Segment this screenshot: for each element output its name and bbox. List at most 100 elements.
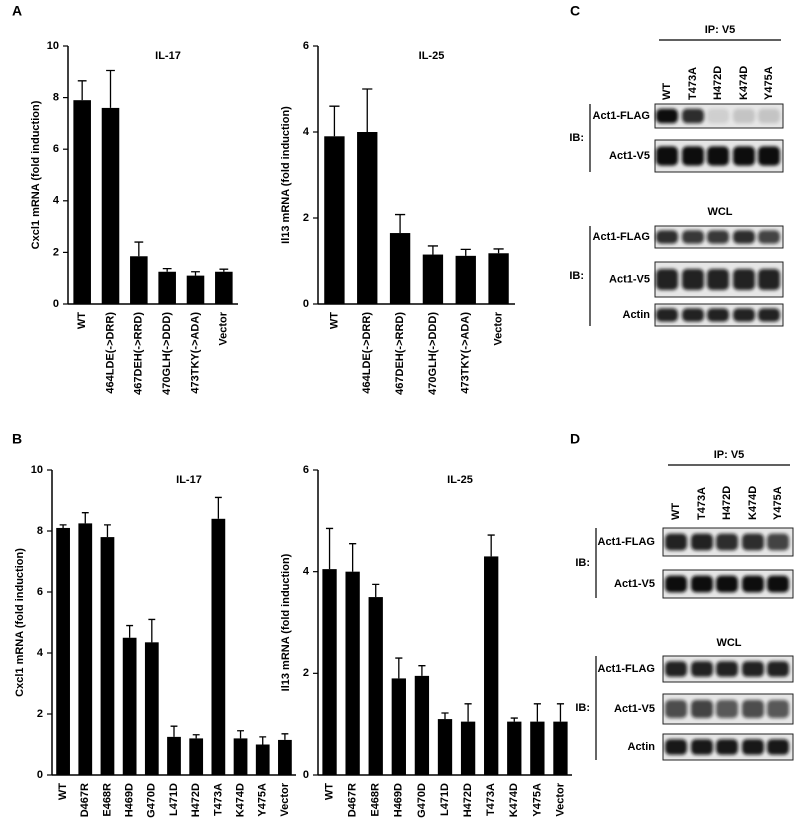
- bar: [73, 100, 91, 305]
- lane-label: WT: [670, 503, 682, 520]
- band: [767, 575, 789, 593]
- lane-label: Y475A: [772, 486, 784, 520]
- y-tick-label: 4: [303, 126, 310, 138]
- bar: [507, 721, 522, 775]
- x-tick-label: WT: [323, 783, 335, 800]
- lane-label: WT: [661, 83, 673, 100]
- y-tick-label: 8: [53, 92, 59, 104]
- chart-title: IL-17: [176, 474, 202, 486]
- chart-title: IL-25: [419, 50, 445, 62]
- panel-label: A: [12, 3, 22, 19]
- band: [656, 146, 678, 166]
- bar: [553, 721, 568, 775]
- bar: [215, 271, 233, 304]
- error-bar: [162, 268, 172, 272]
- band: [758, 146, 780, 166]
- error-bar: [533, 703, 541, 722]
- bar: [122, 637, 137, 775]
- band: [691, 739, 713, 755]
- bar: [389, 233, 411, 304]
- x-tick-label: 470GLH(->DDD): [161, 312, 173, 395]
- x-tick-label: Vector: [554, 782, 566, 816]
- bar: [488, 253, 509, 304]
- bar: [278, 739, 292, 775]
- bar: [460, 721, 476, 775]
- row-label: Actin: [623, 309, 651, 321]
- y-axis-label: Cxcl1 mRNA (fold induction): [14, 548, 26, 697]
- error-bar: [394, 213, 406, 234]
- band: [691, 661, 713, 677]
- error-bar: [237, 730, 244, 739]
- bar: [357, 132, 378, 304]
- error-bar: [81, 512, 89, 524]
- error-bar: [441, 712, 449, 720]
- error-bar: [104, 524, 111, 538]
- band: [733, 108, 755, 124]
- error-bar: [493, 248, 504, 254]
- panel-label: D: [570, 431, 580, 447]
- lane-label: T473A: [687, 67, 699, 100]
- bar: [100, 537, 115, 775]
- x-tick-label: 467DEH(->RRD): [394, 312, 406, 395]
- x-tick-label: H472D: [462, 783, 474, 817]
- band: [682, 108, 704, 124]
- band: [742, 700, 764, 718]
- ib-label: IB:: [575, 557, 590, 569]
- y-axis-label: Cxcl1 mRNA (fold induction): [30, 100, 42, 249]
- bar: [322, 569, 337, 775]
- error-bar: [556, 703, 565, 722]
- band: [656, 230, 678, 244]
- panel-label: B: [12, 431, 22, 447]
- wcl-title: WCL: [707, 206, 732, 218]
- x-tick-label: Y475A: [257, 783, 269, 817]
- x-tick-label: WT: [76, 312, 88, 329]
- band: [742, 739, 764, 755]
- ib-label: IB:: [575, 702, 590, 714]
- y-tick-label: 4: [53, 195, 60, 207]
- error-bar: [191, 271, 200, 276]
- error-bar: [325, 527, 334, 570]
- x-tick-label: T473A: [485, 783, 497, 816]
- band: [758, 269, 780, 290]
- band: [707, 146, 729, 166]
- lane-label: H472D: [712, 66, 724, 100]
- error-bar: [464, 703, 472, 722]
- band: [665, 533, 687, 551]
- x-tick-label: Vector: [492, 311, 504, 345]
- lane-label: Y475A: [763, 66, 775, 100]
- bar: [233, 738, 248, 775]
- x-tick-label: 470GLH(->DDD): [427, 312, 439, 395]
- band: [767, 739, 789, 755]
- bar: [455, 255, 476, 304]
- x-tick-label: WT: [328, 312, 340, 329]
- band: [716, 739, 738, 755]
- bar: [484, 556, 499, 775]
- y-tick-label: 4: [37, 647, 44, 659]
- bar: [211, 518, 226, 775]
- x-tick-label: K474D: [508, 783, 520, 817]
- y-tick-label: 6: [37, 586, 43, 598]
- band: [682, 146, 704, 166]
- y-tick-label: 6: [303, 464, 309, 476]
- bar: [414, 675, 430, 775]
- row-label: Act1-V5: [614, 703, 655, 715]
- x-tick-label: E468R: [370, 783, 382, 817]
- band: [656, 308, 678, 322]
- ib-label: IB:: [569, 270, 584, 282]
- band: [691, 533, 713, 551]
- band: [733, 308, 755, 322]
- band: [767, 533, 789, 551]
- band: [742, 575, 764, 593]
- error-bar: [510, 717, 518, 722]
- bar: [324, 136, 345, 304]
- row-label: Act1-V5: [614, 578, 655, 590]
- error-bar: [372, 583, 380, 598]
- band: [665, 575, 687, 593]
- y-tick-label: 0: [37, 769, 43, 781]
- error-bar: [395, 657, 403, 679]
- band: [758, 230, 780, 244]
- wcl-title: WCL: [716, 637, 741, 649]
- chart-title: IL-25: [447, 474, 473, 486]
- bar: [255, 744, 270, 775]
- error-bar: [427, 245, 439, 255]
